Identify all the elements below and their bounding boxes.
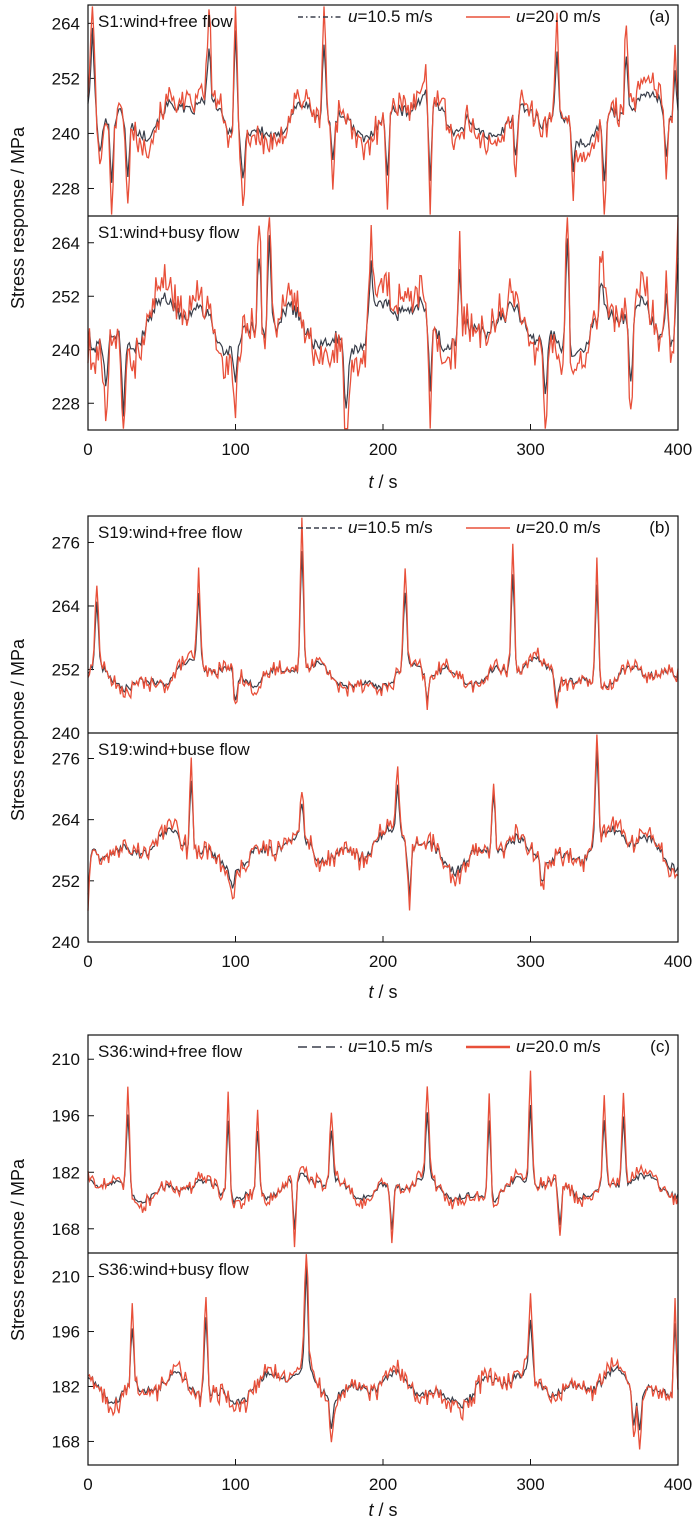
xtick-label-0-0: 0 bbox=[83, 440, 92, 459]
ytick-label-1-0-1: 252 bbox=[52, 660, 80, 679]
y-axis-title-2: Stress response / MPa bbox=[8, 1158, 28, 1341]
legend-label-2-0: u=10.5 m/s bbox=[348, 1037, 433, 1056]
ytick-label-0-0-0: 228 bbox=[52, 179, 80, 198]
ytick-label-2-0-3: 210 bbox=[52, 1050, 80, 1069]
xtick-label-2-1: 100 bbox=[221, 1475, 249, 1494]
chart-panel-1: 240 252 264 276 S19:wind+free flow 240 252 264 2… bbox=[8, 515, 692, 1002]
ytick-label-2-0-0: 168 bbox=[52, 1220, 80, 1239]
series-u20-0-1-1 bbox=[87, 734, 679, 911]
ytick-label-1-0-2: 264 bbox=[52, 597, 80, 616]
subplot-title-1-0: S19:wind+free flow bbox=[98, 523, 243, 542]
plot-frame-0 bbox=[87, 4, 679, 431]
ytick-label-2-1-0: 168 bbox=[52, 1432, 80, 1451]
y-axis-title-0: Stress response / MPa bbox=[8, 126, 28, 309]
xtick-label-0-1: 100 bbox=[221, 440, 249, 459]
ytick-label-2-1-1: 182 bbox=[52, 1377, 80, 1396]
legend-label-1-1: u=20.0 m/s bbox=[516, 518, 601, 537]
series-u10-5-0-1 bbox=[87, 235, 679, 417]
xtick-label-0-4: 400 bbox=[664, 440, 692, 459]
xtick-label-0-3: 300 bbox=[516, 440, 544, 459]
ytick-label-1-1-0: 240 bbox=[52, 933, 80, 952]
series-u20-0-0-0 bbox=[87, 6, 679, 215]
x-axis-title-2: t / s bbox=[368, 1500, 397, 1520]
series-u10-5-2-1 bbox=[87, 1265, 679, 1431]
panel-tag-1: (b) bbox=[649, 518, 670, 537]
legend-label-0-0: u=10.5 m/s bbox=[348, 7, 433, 26]
ytick-label-2-0-1: 182 bbox=[52, 1163, 80, 1182]
series-u20-0-2-1 bbox=[87, 1254, 679, 1450]
ytick-label-2-0-2: 196 bbox=[52, 1107, 80, 1126]
chart-panel-2: 168 182 196 210 S36:wind+free flow 168 182 196 2… bbox=[8, 1034, 692, 1520]
ytick-label-0-1-3: 264 bbox=[52, 234, 80, 253]
ytick-label-1-0-3: 276 bbox=[52, 533, 80, 552]
ytick-label-1-0-0: 240 bbox=[52, 724, 80, 743]
series-u10-5-2-0 bbox=[87, 1104, 679, 1230]
subplot-title-2-0: S36:wind+free flow bbox=[98, 1042, 243, 1061]
xtick-label-2-3: 300 bbox=[516, 1475, 544, 1494]
series-u20-0-2-0 bbox=[87, 1070, 679, 1248]
y-axis-title-1: Stress response / MPa bbox=[8, 638, 28, 821]
panel-tag-0: (a) bbox=[649, 7, 670, 26]
ytick-label-1-1-3: 276 bbox=[52, 749, 80, 768]
subplot-title-0-0: S1:wind+free flow bbox=[98, 12, 233, 31]
chart-panel-0: 228 240 252 264 S1:wind+free flow 228 240 252 26… bbox=[8, 4, 692, 492]
ytick-label-0-1-2: 252 bbox=[52, 287, 80, 306]
ytick-label-2-1-2: 196 bbox=[52, 1323, 80, 1342]
xtick-label-2-4: 400 bbox=[664, 1475, 692, 1494]
xtick-label-2-2: 200 bbox=[369, 1475, 397, 1494]
subplot-title-0-1: S1:wind+busy flow bbox=[98, 223, 240, 242]
panel-tag-2: (c) bbox=[650, 1037, 670, 1056]
legend-label-2-1: u=20.0 m/s bbox=[516, 1037, 601, 1056]
xtick-label-1-3: 300 bbox=[516, 952, 544, 971]
ytick-label-1-1-1: 252 bbox=[52, 872, 80, 891]
subplot-title-1-1: S19:wind+buse flow bbox=[98, 740, 250, 759]
xtick-label-0-2: 200 bbox=[369, 440, 397, 459]
xtick-label-1-2: 200 bbox=[369, 952, 397, 971]
xtick-label-2-0: 0 bbox=[83, 1475, 92, 1494]
ytick-label-2-1-3: 210 bbox=[52, 1268, 80, 1287]
x-axis-title-1: t / s bbox=[368, 982, 397, 1002]
legend-label-1-0: u=10.5 m/s bbox=[348, 518, 433, 537]
series-u20-0-0-1 bbox=[87, 217, 679, 430]
plot-frame-2 bbox=[87, 1034, 679, 1466]
ytick-label-0-0-3: 264 bbox=[52, 14, 80, 33]
ytick-label-0-0-2: 252 bbox=[52, 69, 80, 88]
xtick-label-1-0: 0 bbox=[83, 952, 92, 971]
plot-frame-1 bbox=[87, 515, 679, 943]
xtick-label-1-1: 100 bbox=[221, 952, 249, 971]
series-u20-0-1-0 bbox=[87, 517, 679, 710]
subplot-title-2-1: S36:wind+busy flow bbox=[98, 1260, 249, 1279]
ytick-label-0-1-1: 240 bbox=[52, 341, 80, 360]
x-axis-title-0: t / s bbox=[368, 472, 397, 492]
xtick-label-1-4: 400 bbox=[664, 952, 692, 971]
ytick-label-1-1-2: 264 bbox=[52, 811, 80, 830]
ytick-label-0-1-0: 228 bbox=[52, 394, 80, 413]
ytick-label-0-0-1: 240 bbox=[52, 124, 80, 143]
series-u10-5-0-0 bbox=[87, 27, 679, 183]
legend-label-0-1: u=20.0 m/s bbox=[516, 7, 601, 26]
